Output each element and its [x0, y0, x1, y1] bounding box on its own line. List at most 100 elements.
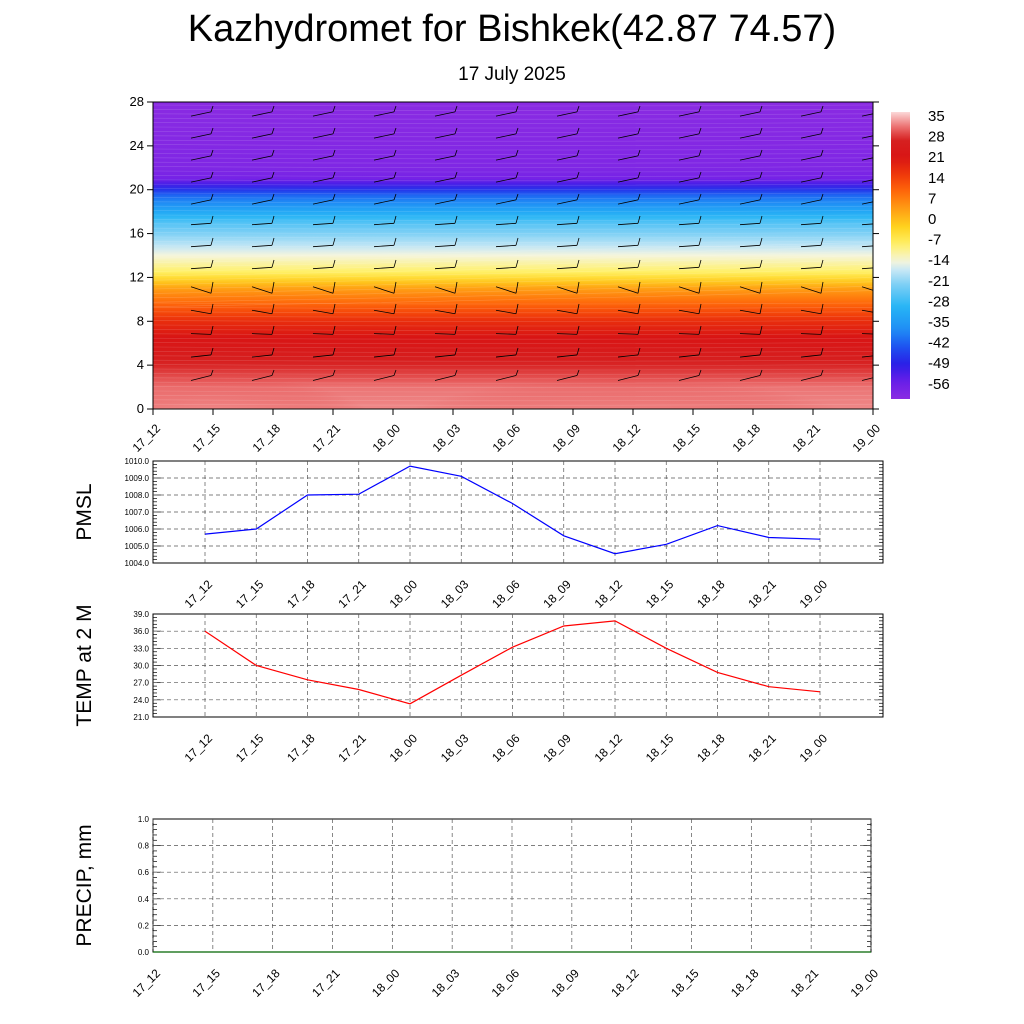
contour-line	[153, 272, 873, 290]
x-tick-label: 18_15	[670, 421, 704, 455]
wind-barb	[739, 171, 763, 183]
barb-shaft	[739, 286, 761, 294]
wind-barb	[678, 369, 702, 381]
barb-flag	[515, 237, 519, 246]
barb-shaft	[495, 111, 517, 117]
y-tick-label: 12	[130, 269, 144, 284]
y-tick-label: 4	[137, 357, 144, 372]
contour-line	[153, 373, 873, 375]
wind-barb	[556, 259, 580, 270]
barb-shaft	[556, 309, 578, 315]
barb-shaft	[678, 309, 700, 315]
heat-blob	[153, 340, 365, 409]
wind-barb	[251, 281, 275, 294]
wind-barb	[739, 259, 763, 270]
y-tick-label: 1004.0	[125, 559, 150, 568]
contour-line	[153, 281, 873, 299]
barb-shaft	[861, 157, 873, 161]
contour-line	[153, 324, 873, 327]
barb-flag	[576, 193, 580, 201]
contour-line	[153, 126, 873, 129]
wind-barb	[739, 325, 763, 335]
barb-shaft	[190, 222, 212, 226]
x-tick-label: 18_12	[592, 577, 626, 611]
contour-line	[153, 386, 873, 388]
barb-flag	[210, 303, 214, 314]
barb-shaft	[800, 222, 822, 226]
colorbar-label: -7	[928, 232, 941, 249]
barb-shaft	[739, 266, 761, 270]
barb-flag	[759, 303, 763, 314]
wind-barb	[678, 193, 702, 205]
barb-shaft	[251, 375, 273, 381]
wind-barb	[373, 149, 397, 161]
barb-flag	[393, 215, 397, 224]
barb-shaft	[800, 354, 822, 358]
barb-shaft	[251, 222, 273, 226]
barb-flag	[210, 127, 214, 135]
contour-line	[153, 290, 873, 307]
barb-shaft	[373, 177, 395, 183]
wind-barb	[190, 171, 214, 183]
wind-barb	[617, 281, 641, 294]
barb-flag	[210, 193, 214, 201]
wind-barb	[495, 369, 519, 381]
x-tick-label: 18_21	[790, 421, 824, 455]
barb-flag	[332, 369, 336, 376]
barb-flag	[271, 105, 275, 113]
barb-shaft	[312, 286, 334, 294]
barb-flag	[820, 281, 824, 294]
barb-flag	[210, 237, 214, 246]
barb-flag	[637, 237, 641, 246]
wind-barb	[861, 113, 873, 117]
barb-flag	[393, 281, 397, 294]
barb-flag	[698, 259, 702, 268]
x-tick-label: 18_03	[438, 577, 472, 611]
barb-flag	[698, 215, 702, 224]
wind-barb	[373, 171, 397, 183]
wind-barb	[434, 215, 458, 226]
wind-barb	[495, 347, 519, 358]
barb-shaft	[495, 333, 517, 335]
wind-barb	[434, 149, 458, 161]
barb-shaft	[495, 244, 517, 248]
barb-flag	[698, 193, 702, 201]
barb-flag	[637, 369, 641, 376]
x-tick-label: 18_09	[540, 731, 574, 765]
barb-flag	[393, 259, 397, 268]
y-tick-label: 16	[130, 226, 144, 241]
wind-barb	[861, 245, 873, 248]
y-tick-label: 1008.0	[125, 491, 150, 500]
y-tick-label: 0.6	[138, 868, 150, 877]
barb-flag	[576, 237, 580, 246]
barb-flag	[210, 259, 214, 268]
barb-shaft	[800, 375, 822, 381]
barb-flag	[882, 216, 884, 223]
contour-line	[153, 227, 873, 230]
wind-barb	[312, 105, 336, 117]
wind-barb	[190, 303, 214, 315]
x-tick-label: 17_12	[130, 966, 164, 1000]
barb-flag	[698, 237, 702, 246]
pmsl-panel: 1004.0 1005.0 1006.0 1007.0 1008.0 1009.0 1010…	[73, 457, 884, 611]
wind-barb	[617, 171, 641, 183]
barb-shaft	[190, 111, 212, 117]
colorbar-label: -28	[928, 293, 950, 310]
contour-lines	[153, 104, 873, 409]
precip-panel: 0.0 0.2 0.4 0.6 0.8 1.0 17_12 17_15 17_18 17_21 18…	[73, 815, 881, 1000]
contour-line	[153, 170, 873, 173]
barb-flag	[210, 325, 214, 335]
barb-shaft	[800, 155, 822, 161]
barb-flag	[332, 259, 336, 268]
wind-barb	[556, 369, 580, 381]
barb-flag	[271, 193, 275, 201]
wind-barb	[190, 281, 214, 294]
x-tick-label: 18_12	[608, 966, 642, 1000]
barb-flag	[454, 215, 458, 224]
wind-barb	[251, 237, 275, 248]
wind-barb	[312, 347, 336, 358]
barb-shaft	[251, 309, 273, 315]
barb-shaft	[678, 375, 700, 381]
barb-shaft	[556, 222, 578, 226]
wind-barb	[739, 347, 763, 358]
